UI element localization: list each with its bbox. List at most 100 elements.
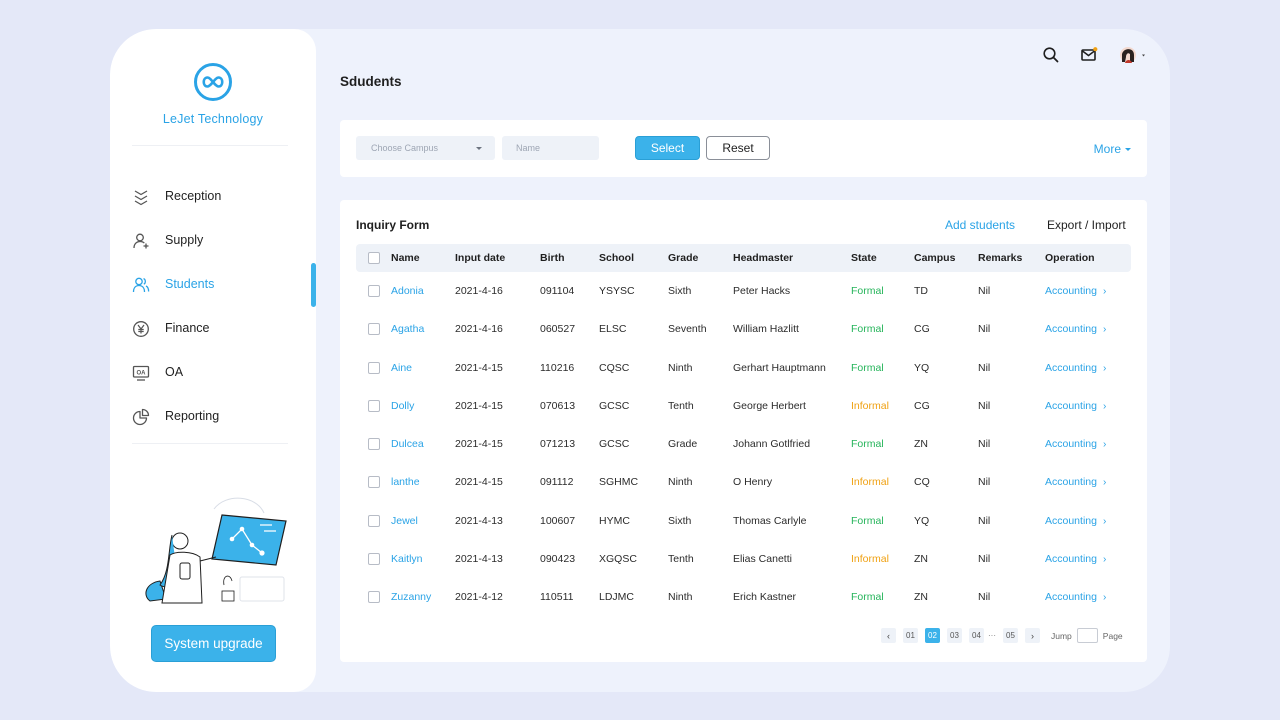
- accounting-link[interactable]: Accounting ›: [1045, 387, 1131, 425]
- more-dropdown[interactable]: More: [1094, 142, 1131, 156]
- cell-date: 2021-4-12: [455, 591, 503, 604]
- column-header[interactable]: Input date: [455, 244, 540, 272]
- cell-school: SGHMC: [599, 476, 639, 489]
- nav-item-finance[interactable]: Finance: [110, 307, 316, 351]
- system-upgrade-button[interactable]: System upgrade: [151, 625, 276, 662]
- name-input[interactable]: [502, 136, 599, 160]
- page-button[interactable]: 04: [969, 628, 984, 643]
- brand-name: LeJet Technology: [162, 112, 264, 126]
- reset-button[interactable]: Reset: [706, 136, 770, 160]
- cell-name[interactable]: Dolly: [391, 399, 415, 412]
- row-checkbox[interactable]: [368, 476, 380, 489]
- cell-date: 2021-4-16: [455, 323, 503, 336]
- cell-state: Informal: [851, 399, 889, 412]
- table-row: Adonia 2021-4-16 091104 YSYSC Sixth Peter Hac…: [356, 272, 1131, 310]
- row-select-cell: [356, 272, 391, 310]
- add-students-link[interactable]: Add students: [945, 218, 1016, 232]
- cell-birth: 100607: [540, 514, 576, 527]
- cell-campus: ZN: [914, 438, 928, 451]
- table-title: Inquiry Form: [356, 218, 430, 232]
- chevron-right-icon: ›: [1102, 515, 1107, 527]
- column-header[interactable]: Birth: [540, 244, 599, 272]
- nav-label-finance: Finance: [165, 321, 210, 335]
- row-checkbox[interactable]: [368, 361, 380, 374]
- nav-label-students: Students: [165, 277, 215, 291]
- cell-name[interactable]: Aine: [391, 361, 413, 374]
- operation-label: Accounting: [1045, 591, 1097, 604]
- row-checkbox[interactable]: [368, 438, 380, 451]
- accounting-link[interactable]: Accounting ›: [1045, 540, 1131, 578]
- pie-chart-icon: [132, 408, 150, 426]
- column-header[interactable]: School: [599, 244, 668, 272]
- cell-state: Formal: [851, 438, 884, 451]
- select-all-checkbox[interactable]: [368, 252, 380, 265]
- chevron-right-icon: ›: [1102, 324, 1107, 336]
- table-row: Agatha 2021-4-16 060527 ELSC Seventh William …: [356, 310, 1131, 348]
- page-button[interactable]: 03: [947, 628, 962, 643]
- cell-name[interactable]: Kaitlyn: [391, 552, 423, 565]
- row-checkbox[interactable]: [368, 285, 380, 298]
- table-row: Aine 2021-4-15 110216 CQSC Ninth Gerhart Haup…: [356, 349, 1131, 387]
- nav-item-reporting[interactable]: Reporting: [110, 395, 316, 439]
- nav-item-oa[interactable]: OA OA: [110, 351, 316, 395]
- cell-grade: Sixth: [668, 514, 692, 527]
- column-header[interactable]: Remarks: [978, 244, 1045, 272]
- accounting-link[interactable]: Accounting ›: [1045, 349, 1131, 387]
- export-import-link[interactable]: Export / Import: [1047, 218, 1126, 232]
- accounting-link[interactable]: Accounting ›: [1045, 310, 1131, 348]
- column-header[interactable]: Campus: [914, 244, 978, 272]
- row-checkbox[interactable]: [368, 591, 380, 604]
- cell-name[interactable]: Jewel: [391, 514, 418, 527]
- chevron-down-icon: [1125, 148, 1131, 152]
- row-select-cell: [356, 349, 391, 387]
- column-header[interactable]: Operation: [1045, 244, 1131, 272]
- cell-name[interactable]: Dulcea: [391, 438, 424, 451]
- column-header[interactable]: Name: [391, 244, 455, 272]
- select-button[interactable]: Select: [635, 136, 700, 160]
- user-menu[interactable]: [1119, 45, 1149, 65]
- cell-date: 2021-4-15: [455, 476, 503, 489]
- row-checkbox[interactable]: [368, 552, 380, 565]
- accounting-link[interactable]: Accounting ›: [1045, 425, 1131, 463]
- nav-item-supply[interactable]: Supply: [110, 219, 316, 263]
- cell-campus: ZN: [914, 591, 928, 604]
- cell-date: 2021-4-13: [455, 514, 503, 527]
- prev-page-button[interactable]: ‹: [881, 628, 896, 643]
- cell-name[interactable]: lanthe: [391, 476, 420, 489]
- next-page-button[interactable]: ›: [1025, 628, 1040, 643]
- nav-item-students[interactable]: Students: [110, 263, 316, 307]
- mail-icon[interactable]: [1079, 45, 1099, 65]
- page-button[interactable]: 05: [1003, 628, 1018, 643]
- accounting-link[interactable]: Accounting ›: [1045, 463, 1131, 501]
- search-icon[interactable]: [1041, 45, 1061, 65]
- person-with-screen-illustration: [145, 497, 287, 604]
- cell-headmaster: Peter Hacks: [733, 285, 791, 298]
- cell-headmaster: Erich Kastner: [733, 591, 797, 604]
- cell-campus: TD: [914, 285, 928, 298]
- row-checkbox[interactable]: [368, 323, 380, 336]
- divider: [132, 443, 288, 444]
- cell-remarks: Nil: [978, 476, 991, 489]
- cell-name[interactable]: Adonia: [391, 285, 424, 298]
- cell-name[interactable]: Zuzanny: [391, 591, 432, 604]
- cell-birth: 090423: [540, 552, 576, 565]
- nav-label-oa: OA: [165, 365, 184, 379]
- column-header[interactable]: State: [851, 244, 914, 272]
- accounting-link[interactable]: Accounting ›: [1045, 272, 1131, 310]
- accounting-link[interactable]: Accounting ›: [1045, 578, 1131, 616]
- cell-name[interactable]: Agatha: [391, 323, 425, 336]
- column-header[interactable]: Headmaster: [733, 244, 851, 272]
- cell-school: GCSC: [599, 399, 630, 412]
- row-checkbox[interactable]: [368, 514, 380, 527]
- campus-select[interactable]: Choose Campus: [356, 136, 495, 160]
- jump-page-input[interactable]: [1076, 628, 1098, 643]
- cell-school: ELSC: [599, 323, 627, 336]
- accounting-link[interactable]: Accounting ›: [1045, 502, 1131, 540]
- nav-item-reception[interactable]: Reception: [110, 175, 316, 219]
- cell-grade: Sixth: [668, 285, 692, 298]
- row-checkbox[interactable]: [368, 399, 380, 412]
- page-button[interactable]: 01: [903, 628, 918, 643]
- cell-school: CQSC: [599, 361, 630, 374]
- page-button-current[interactable]: 02: [925, 628, 940, 643]
- column-header[interactable]: Grade: [668, 244, 733, 272]
